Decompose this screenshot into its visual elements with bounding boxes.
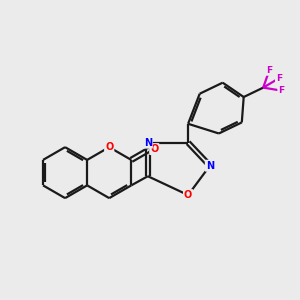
Text: O: O [105,142,113,152]
Text: F: F [276,74,282,83]
Text: F: F [278,86,284,95]
Text: N: N [206,161,214,171]
Text: O: O [150,144,158,154]
Text: F: F [266,66,272,75]
Text: O: O [184,190,192,200]
Text: N: N [144,138,152,148]
